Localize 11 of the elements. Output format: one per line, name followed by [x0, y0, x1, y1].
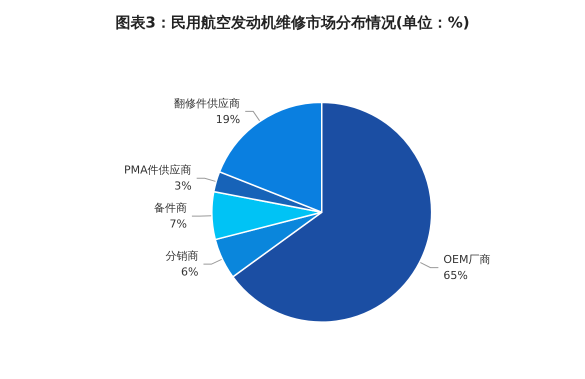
chart-title: 图表3：民用航空发动机维修市场分布情况(单位：%)	[115, 14, 470, 32]
data-label: 6%	[180, 266, 198, 279]
slice-label: PMA件供应商	[124, 164, 192, 177]
data-label: 3%	[174, 180, 192, 193]
slice-label: OEM厂商	[443, 253, 490, 266]
slice-label: 备件商	[154, 202, 187, 215]
data-label: 7%	[169, 218, 187, 231]
slice-label: 翻修件供应商	[174, 96, 240, 110]
slice-label: 分销商	[165, 250, 198, 263]
data-label: 19%	[216, 112, 240, 126]
data-label: 65%	[443, 269, 468, 282]
